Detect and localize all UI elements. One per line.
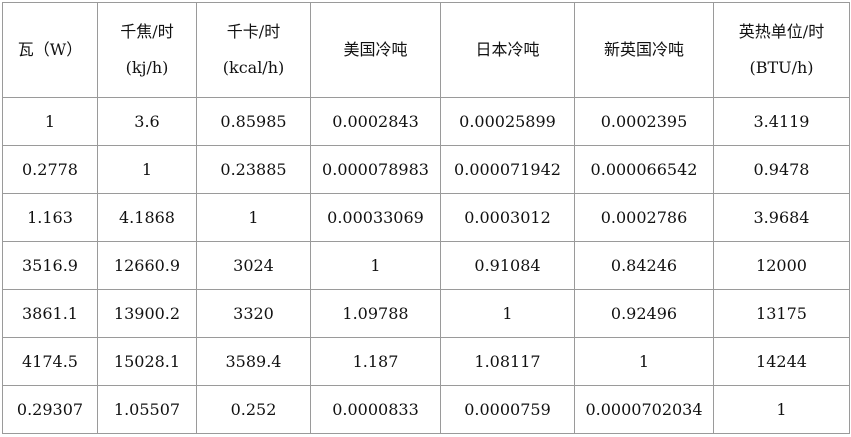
data-row: 3516.9 12660.9 3024 1 0.91084 0.84246 12000 — [2, 241, 850, 290]
data-cell: 3861.1 — [2, 289, 98, 338]
data-cell: 3320 — [196, 289, 311, 338]
data-row: 1 3.6 0.85985 0.0002843 0.00025899 0.0002395 3… — [2, 97, 850, 146]
data-cell: 1.163 — [2, 193, 98, 242]
data-cell: 15028.1 — [97, 337, 197, 386]
data-cell: 14244 — [713, 337, 850, 386]
data-cell: 0.00033069 — [310, 193, 441, 242]
data-cell: 0.84246 — [574, 241, 714, 290]
data-row: 3861.1 13900.2 3320 1.09788 1 0.92496 13175 — [2, 289, 850, 338]
data-cell: 0.0000833 — [310, 385, 441, 434]
data-cell: 1 — [574, 337, 714, 386]
data-row: 1.163 4.1868 1 0.00033069 0.0003012 0.0002786… — [2, 193, 850, 242]
data-row: 4174.5 15028.1 3589.4 1.187 1.08117 1 14244 — [2, 337, 850, 386]
data-cell: 1 — [2, 97, 98, 146]
data-cell: 0.000071942 — [440, 145, 575, 194]
header-cell: 千卡/时 (kcal/h) — [196, 2, 311, 98]
data-cell: 1 — [440, 289, 575, 338]
data-cell: 3.9684 — [713, 193, 850, 242]
data-cell: 0.0002786 — [574, 193, 714, 242]
data-cell: 3516.9 — [2, 241, 98, 290]
data-cell: 0.92496 — [574, 289, 714, 338]
data-cell: 1 — [310, 241, 441, 290]
data-cell: 0.9478 — [713, 145, 850, 194]
header-text: (kj/h) — [125, 58, 169, 77]
data-cell: 1.05507 — [97, 385, 197, 434]
header-text: 千卡/时 — [226, 22, 281, 41]
data-cell: 13175 — [713, 289, 850, 338]
header-text: 美国冷吨 — [343, 40, 408, 59]
data-cell: 4.1868 — [97, 193, 197, 242]
data-cell: 0.0000759 — [440, 385, 575, 434]
data-cell: 1.08117 — [440, 337, 575, 386]
data-cell: 0.0003012 — [440, 193, 575, 242]
header-text: 瓦（W） — [17, 40, 83, 59]
header-cell: 美国冷吨 — [310, 2, 441, 98]
data-cell: 3.4119 — [713, 97, 850, 146]
header-text: 新英国冷吨 — [603, 40, 684, 59]
data-cell: 0.85985 — [196, 97, 311, 146]
data-cell: 12000 — [713, 241, 850, 290]
header-text: 千焦/时 — [120, 22, 174, 41]
data-cell: 3.6 — [97, 97, 197, 146]
data-cell: 3589.4 — [196, 337, 311, 386]
header-cell: 新英国冷吨 — [574, 2, 714, 98]
data-cell: 1 — [97, 145, 197, 194]
data-cell: 0.0002395 — [574, 97, 714, 146]
data-row: 0.2778 1 0.23885 0.000078983 0.000071942 0.00… — [2, 145, 850, 194]
data-cell: 0.0002843 — [310, 97, 441, 146]
data-cell: 0.0000702034 — [574, 385, 714, 434]
header-cell: 千焦/时 (kj/h) — [97, 2, 197, 98]
header-cell: 瓦（W） — [2, 2, 98, 98]
header-row: 瓦（W） 千焦/时 (kj/h) 千卡/时 (kcal/h) 美国冷吨 日本冷吨 新英国冷吨 英… — [2, 2, 850, 98]
data-cell: 0.000078983 — [310, 145, 441, 194]
data-cell: 13900.2 — [97, 289, 197, 338]
data-cell: 0.2778 — [2, 145, 98, 194]
data-cell: 1 — [713, 385, 850, 434]
header-text: 英热单位/时 — [738, 22, 825, 41]
data-cell: 0.000066542 — [574, 145, 714, 194]
data-cell: 0.91084 — [440, 241, 575, 290]
data-cell: 0.29307 — [2, 385, 98, 434]
data-cell: 1.09788 — [310, 289, 441, 338]
data-cell: 4174.5 — [2, 337, 98, 386]
data-cell: 1 — [196, 193, 311, 242]
data-cell: 3024 — [196, 241, 311, 290]
header-text: (BTU/h) — [749, 58, 814, 77]
header-text: (kcal/h) — [222, 58, 285, 77]
data-cell: 1.187 — [310, 337, 441, 386]
data-row: 0.29307 1.05507 0.252 0.0000833 0.0000759 0.0… — [2, 385, 850, 434]
data-cell: 0.00025899 — [440, 97, 575, 146]
data-cell: 0.252 — [196, 385, 311, 434]
header-cell: 日本冷吨 — [440, 2, 575, 98]
header-text: 日本冷吨 — [475, 40, 540, 59]
data-cell: 12660.9 — [97, 241, 197, 290]
header-cell: 英热单位/时 (BTU/h) — [713, 2, 850, 98]
data-cell: 0.23885 — [196, 145, 311, 194]
